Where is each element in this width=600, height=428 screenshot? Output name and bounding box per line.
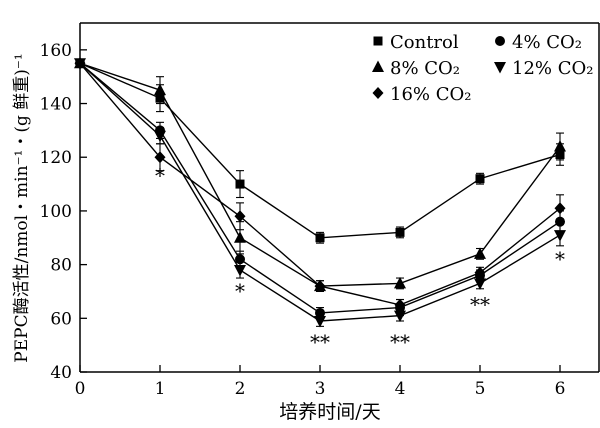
data-point [154,151,166,164]
y-tick-label: 160 [40,41,72,61]
series-2 [74,56,566,293]
y-tick-label: 40 [50,363,72,383]
x-tick-label: 6 [555,379,566,399]
x-tick-label: 3 [315,379,326,399]
series-line [79,62,561,287]
data-point [314,315,326,328]
y-tick-label: 140 [40,95,72,115]
data-point [74,57,86,70]
series-1 [75,58,565,319]
legend-label: 12% CO₂ [512,58,593,79]
data-point [235,179,245,189]
legend-label: Control [390,32,459,53]
data-point [395,227,405,237]
legend-marker [494,62,506,74]
legend-marker [495,36,505,46]
series-3 [74,58,566,328]
data-point [234,210,246,223]
legend-marker [372,87,384,99]
data-point [474,247,486,259]
x-axis-label: 培养时间/天 [279,401,380,423]
data-point [394,298,406,311]
data-point [394,310,406,323]
legend-marker [373,36,383,46]
series-line [79,62,561,239]
significance-mark: ** [390,330,410,354]
data-point [474,266,486,279]
legend-label: 16% CO₂ [390,84,471,105]
x-tick-label: 2 [235,379,246,399]
data-point [154,130,166,143]
data-point [554,230,566,242]
legend: Control 4% CO₂ 8% CO₂ 12% CO₂ 16% CO₂ [372,32,593,105]
x-tick-label: 0 [75,379,86,399]
y-tick-label: 80 [50,256,72,276]
x-tick-label: 4 [395,379,406,399]
y-tick-label: 100 [40,202,72,222]
data-point [234,264,246,277]
series-line [79,62,561,314]
y-tick-label: 60 [50,309,72,329]
annotation-layer: **** ***** [155,164,565,354]
series-4 [74,57,566,311]
data-point [394,276,406,289]
series-layer [74,56,566,328]
y-tick-label: 120 [40,148,72,168]
significance-mark: ** [470,293,490,317]
legend-label: 8% CO₂ [390,58,460,79]
significance-mark: * [155,164,165,188]
significance-mark: ** [310,330,330,354]
significance-mark: * [235,279,245,303]
legend-marker [372,60,384,72]
data-point [474,278,486,290]
significance-mark: * [555,247,565,271]
data-point [475,174,485,184]
data-point [315,233,325,243]
series-line [79,62,561,306]
x-tick-label: 5 [475,379,486,399]
axes: 40 60 80 100 120 140 160 0 1 2 3 4 5 6 [40,22,600,399]
data-point [554,139,566,152]
data-point [314,280,326,293]
legend-label: 4% CO₂ [512,32,582,53]
data-point [554,202,566,215]
data-point [234,231,246,243]
data-point [154,83,166,96]
y-axis-label: PEPC酶活性/nmol・min⁻¹・(g 鲜重)⁻¹ [12,53,32,362]
x-tick-label: 1 [155,379,166,399]
